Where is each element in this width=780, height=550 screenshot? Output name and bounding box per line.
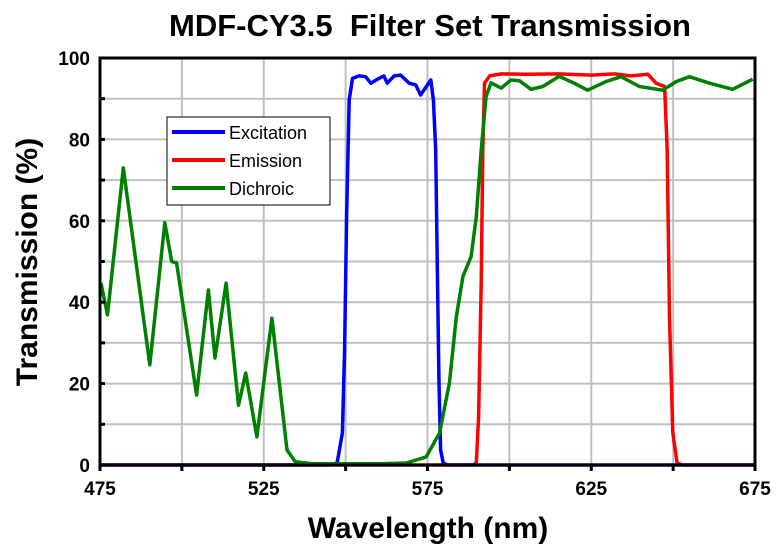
y-tick-label: 20 <box>69 375 90 396</box>
x-tick-label: 625 <box>575 479 607 500</box>
y-tick-label: 80 <box>69 130 90 151</box>
series-line-dichroic <box>99 74 754 466</box>
series-line-emission <box>100 72 755 467</box>
x-tick-label: 525 <box>248 479 280 500</box>
ticks: 475 525 575 625 675 0 20 40 60 80 100 <box>58 49 771 500</box>
y-tick-label: 40 <box>69 293 90 314</box>
x-axis-label: Wavelength (nm) <box>308 512 549 545</box>
series-group <box>99 72 755 467</box>
legend-label-emission: Emission <box>229 151 302 171</box>
x-tick-label: 475 <box>84 479 116 500</box>
legend-label-dichroic: Dichroic <box>229 179 294 199</box>
grid <box>99 57 756 466</box>
legend-label-excitation: Excitation <box>229 123 307 143</box>
y-axis-label: Transmission (%) <box>11 138 44 386</box>
y-tick-label: 0 <box>79 456 90 477</box>
legend: Excitation Emission Dichroic <box>166 116 331 206</box>
y-tick-label: 100 <box>58 49 90 70</box>
chart-title: MDF-CY3.5 Filter Set Transmission <box>169 8 691 43</box>
x-tick-label: 575 <box>412 479 444 500</box>
series-line-excitation <box>100 73 755 467</box>
x-tick-label: 675 <box>739 479 771 500</box>
y-tick-label: 60 <box>69 212 90 233</box>
